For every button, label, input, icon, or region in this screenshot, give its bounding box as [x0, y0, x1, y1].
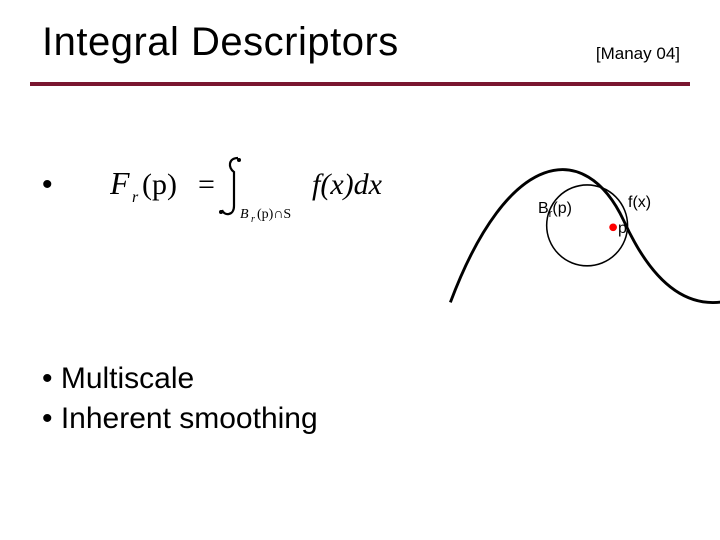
integral-sign — [222, 158, 238, 214]
int-sub-B: B — [240, 207, 249, 222]
curve-path — [450, 170, 720, 303]
formula-lhs-sub: r — [132, 189, 139, 206]
label-p: p — [618, 220, 627, 238]
slide-root: Integral Descriptors [Manay 04] • F r (p… — [0, 0, 720, 540]
int-sub-r: r — [251, 214, 255, 225]
formula-eq: = — [198, 168, 215, 201]
label-fx: f(x) — [628, 194, 651, 212]
bullet-2: • Multiscale — [42, 362, 194, 396]
integral-bot-dot — [219, 210, 223, 214]
slide-title: Integral Descriptors — [42, 20, 399, 65]
label-ball-B: B — [538, 200, 549, 217]
bullet-3: • Inherent smoothing — [42, 402, 318, 436]
citation-text: [Manay 04] — [596, 44, 680, 64]
diagram-svg — [460, 160, 720, 310]
int-sub-rest: (p)∩S — [257, 207, 291, 222]
label-ball: Br(p) — [538, 200, 572, 220]
title-underline — [30, 82, 690, 86]
diagram-container: Br(p) f(x) p — [460, 160, 710, 300]
formula-lhs-arg: (p) — [142, 168, 177, 201]
formula-lhs-F: F — [110, 165, 130, 201]
formula: F r (p) = B r (p)∩S f(x)dx — [110, 150, 450, 230]
integral-top-dot — [237, 158, 241, 162]
integrand: f(x)dx — [312, 168, 383, 201]
underline-rect — [30, 82, 690, 86]
point-p — [609, 223, 617, 231]
label-ball-arg: (p) — [552, 200, 572, 217]
bullet-1-dot: • — [42, 170, 53, 200]
